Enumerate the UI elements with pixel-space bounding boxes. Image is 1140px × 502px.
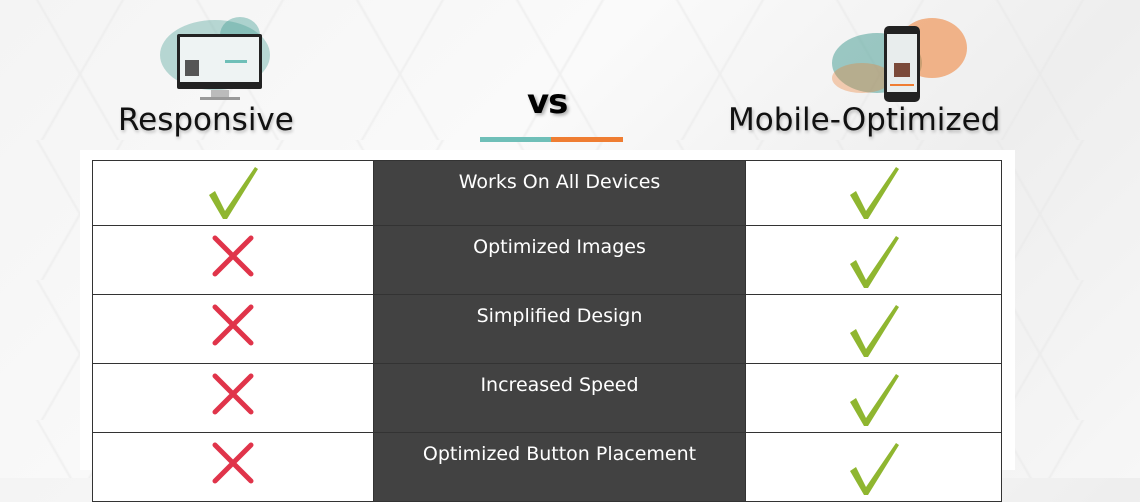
mobile-cell (745, 432, 1002, 502)
responsive-cell (92, 363, 374, 433)
feature-cell: Works On All Devices (373, 160, 746, 226)
table-row: Simplified Design (92, 294, 1002, 364)
mobile-cell (745, 294, 1002, 364)
feature-label: Optimized Images (473, 236, 646, 258)
feature-label: Optimized Button Placement (422, 443, 697, 465)
feature-cell: Increased Speed (373, 363, 746, 433)
responsive-cell (92, 225, 374, 295)
feature-label: Simplified Design (476, 305, 643, 327)
cross-icon (211, 234, 255, 282)
cross-icon (211, 303, 255, 351)
table-row: Optimized Images (92, 225, 1002, 295)
check-icon (846, 303, 902, 363)
mobile-cell (745, 160, 1002, 226)
table-row: Optimized Button Placement (92, 432, 1002, 502)
mobile-cell (745, 363, 1002, 433)
feature-cell: Simplified Design (373, 294, 746, 364)
comparison-table: Works On All Devices Optimized Images Si… (92, 160, 1002, 502)
cross-icon (211, 372, 255, 420)
feature-label: Increased Speed (480, 374, 639, 396)
check-icon (846, 165, 902, 225)
table-row: Increased Speed (92, 363, 1002, 433)
responsive-cell (92, 432, 374, 502)
check-icon (846, 372, 902, 432)
responsive-title: Responsive (118, 102, 294, 138)
responsive-cell (92, 160, 374, 226)
mobile-optimized-title: Mobile-Optimized (728, 102, 1001, 138)
check-icon (846, 441, 902, 501)
cross-icon (211, 441, 255, 489)
desktop-monitor-illustration (160, 17, 270, 100)
table-row: Works On All Devices (92, 160, 1002, 226)
check-icon (846, 234, 902, 294)
vs-label: vs (527, 82, 568, 122)
check-icon (205, 165, 261, 225)
smartphone-illustration (832, 18, 967, 102)
feature-label: Works On All Devices (458, 171, 661, 193)
feature-cell: Optimized Images (373, 225, 746, 295)
mobile-cell (745, 225, 1002, 295)
responsive-cell (92, 294, 374, 364)
divider-teal (480, 137, 551, 142)
feature-cell: Optimized Button Placement (373, 432, 746, 502)
divider-orange (551, 137, 623, 142)
